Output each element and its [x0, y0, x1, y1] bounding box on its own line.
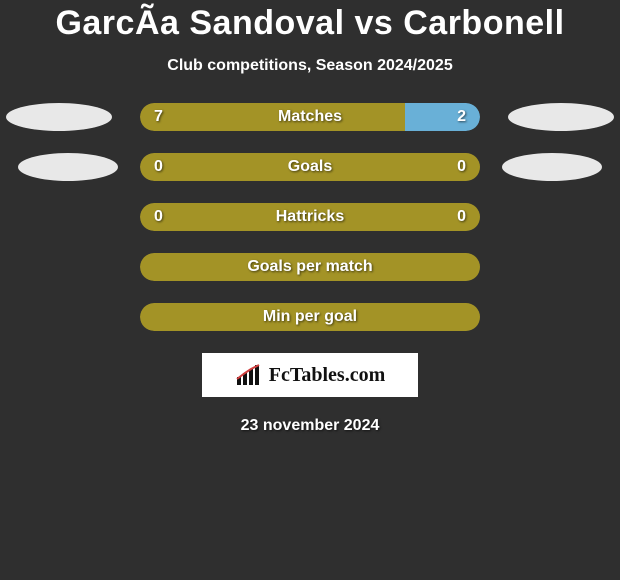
player2-photo-placeholder: [508, 103, 614, 131]
date-label: 23 november 2024: [241, 417, 380, 435]
comparison-row: 00Hattricks: [0, 203, 620, 231]
comparison-row: 72Matches: [0, 103, 620, 131]
stat-label: Min per goal: [140, 308, 480, 326]
comparison-row: Min per goal: [0, 303, 620, 331]
stat-bar: 72Matches: [140, 103, 480, 131]
stat-bar: 00Goals: [140, 153, 480, 181]
player1-photo-placeholder: [18, 153, 118, 181]
bar-chart-icon: [235, 363, 263, 387]
stat-label: Goals per match: [140, 258, 480, 276]
chart-container: GarcÃ­a Sandoval vs Carbonell Club compe…: [0, 0, 620, 435]
stat-bar: Min per goal: [140, 303, 480, 331]
stat-label: Hattricks: [140, 208, 480, 226]
comparison-row: Goals per match: [0, 253, 620, 281]
stat-label: Matches: [140, 108, 480, 126]
subtitle: Club competitions, Season 2024/2025: [167, 57, 452, 75]
stat-bar: Goals per match: [140, 253, 480, 281]
comparison-rows: 72Matches 00Goals 00Hattricks Goals per mat…: [0, 103, 620, 353]
stat-label: Goals: [140, 158, 480, 176]
logo-text: FcTables.com: [269, 364, 385, 387]
page-title: GarcÃ­a Sandoval vs Carbonell: [55, 4, 564, 43]
comparison-row: 00Goals: [0, 153, 620, 181]
player2-photo-placeholder: [502, 153, 602, 181]
player1-photo-placeholder: [6, 103, 112, 131]
stat-bar: 00Hattricks: [140, 203, 480, 231]
logo-box: FcTables.com: [202, 353, 418, 397]
